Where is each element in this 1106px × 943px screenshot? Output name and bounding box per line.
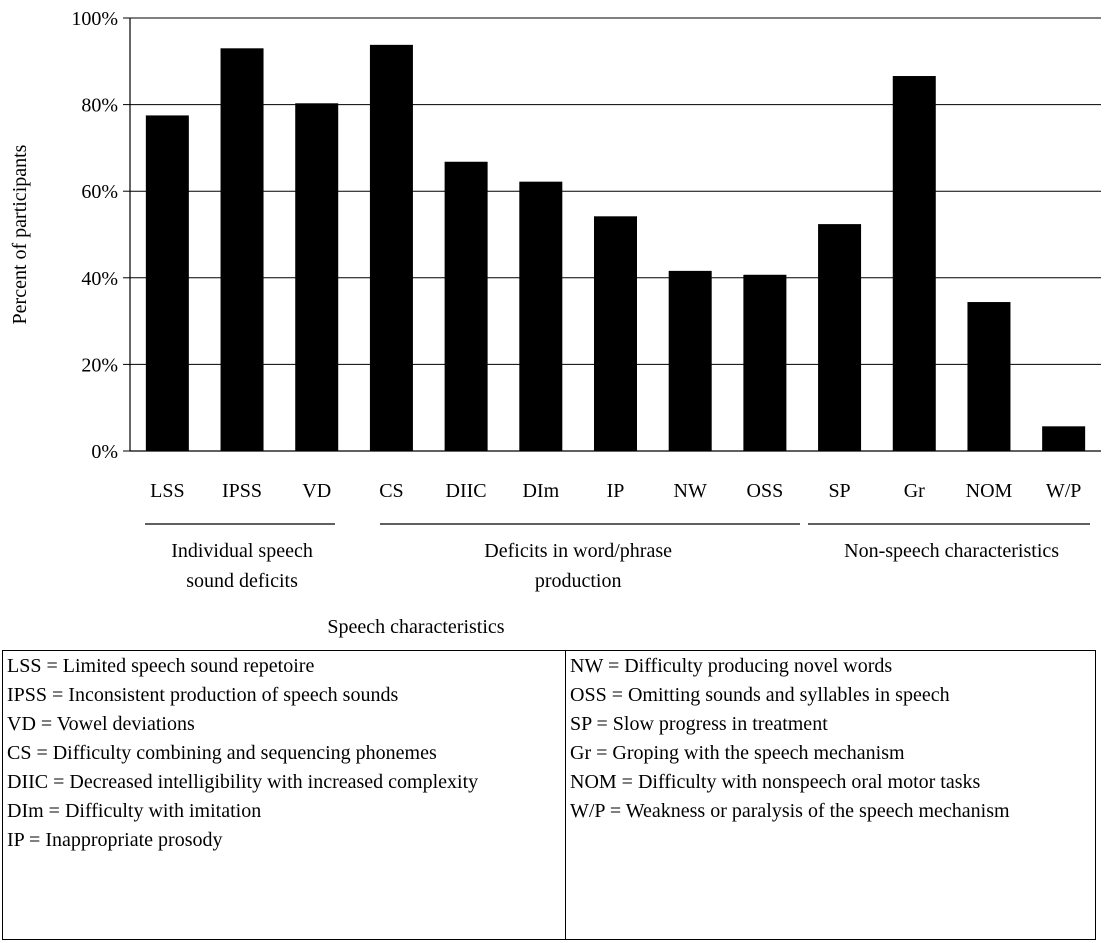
legend-column-right: NW = Difficulty producing novel words OS… — [566, 651, 1095, 939]
x-axis-label: Speech characteristics — [327, 616, 504, 638]
legend-entry-oss: OSS = Omitting sounds and syllables in s… — [570, 684, 950, 706]
bar-nom — [967, 302, 1011, 451]
bar-oss — [743, 274, 787, 451]
legend-entry-nom: NOM = Difficulty with nonspeech oral mot… — [570, 771, 981, 793]
y-tick-label: 100% — [71, 8, 118, 30]
x-tick-label: SP — [828, 480, 850, 502]
legend-entry-wp: W/P = Weakness or paralysis of the speec… — [570, 800, 1010, 822]
bar-dim — [519, 181, 563, 451]
x-tick-label: LSS — [150, 480, 184, 502]
bar-cs — [369, 44, 413, 451]
group-label: Deficits in word/phrase — [484, 540, 672, 562]
y-axis-label: Percent of participants — [9, 144, 31, 324]
x-tick-label: IP — [607, 480, 625, 502]
x-tick-label: W/P — [1046, 480, 1082, 502]
y-tick-label: 80% — [81, 95, 118, 117]
legend-entry-lss: LSS = Limited speech sound repetoire — [7, 655, 315, 677]
legend-entry-ipss: IPSS = Inconsistent production of speech… — [7, 684, 399, 706]
x-tick-label: DIm — [522, 480, 559, 502]
group-label: production — [535, 570, 622, 592]
bar-sp — [818, 224, 862, 451]
y-tick-label: 40% — [81, 268, 118, 290]
x-tick-label: DIIC — [446, 480, 487, 502]
legend-entry-vd: VD = Vowel deviations — [7, 713, 195, 735]
x-tick-label: Gr — [904, 480, 925, 502]
x-tick-label: CS — [379, 480, 403, 502]
legend-entry-cs: CS = Difficulty combining and sequencing… — [7, 742, 437, 764]
x-tick-label: VD — [302, 480, 331, 502]
x-tick-label: NOM — [966, 480, 1013, 502]
x-tick-label: IPSS — [222, 480, 262, 502]
y-tick-label: 20% — [81, 354, 118, 376]
legend-entry-diic: DIIC = Decreased intelligibility with in… — [7, 771, 479, 793]
bar-ip — [594, 216, 637, 451]
bar-chart: 0% 20% 40% 60% 80% 100% Percent of participant… — [9, 8, 1101, 638]
legend-entry-dim: DIm = Difficulty with imitation — [7, 800, 262, 822]
legend-entry-gr: Gr = Groping with the speech mechanism — [570, 742, 905, 764]
bar-nw — [668, 270, 712, 451]
legend-entry-sp: SP = Slow progress in treatment — [570, 713, 828, 735]
legend-entry-nw: NW = Difficulty producing novel words — [570, 655, 893, 677]
x-tick-label: NW — [674, 480, 707, 502]
bar-diic — [444, 161, 488, 452]
x-tick-label: OSS — [747, 480, 784, 502]
group-label: sound deficits — [186, 570, 298, 592]
bar-ipss — [220, 48, 264, 452]
group-label: Non-speech characteristics — [844, 540, 1059, 562]
abbreviation-legend: LSS = Limited speech sound repetoire IPS… — [2, 650, 1096, 940]
legend-column-left: LSS = Limited speech sound repetoire IPS… — [3, 651, 566, 939]
bar-gr — [892, 76, 936, 451]
y-tick-label: 0% — [91, 441, 118, 463]
group-label: Individual speech — [171, 540, 313, 562]
bar-lss — [145, 115, 189, 452]
bar-vd — [295, 103, 339, 452]
y-tick-label: 60% — [81, 181, 118, 203]
bar-wp — [1042, 426, 1086, 451]
legend-entry-ip: IP = Inappropriate prosody — [7, 829, 223, 851]
